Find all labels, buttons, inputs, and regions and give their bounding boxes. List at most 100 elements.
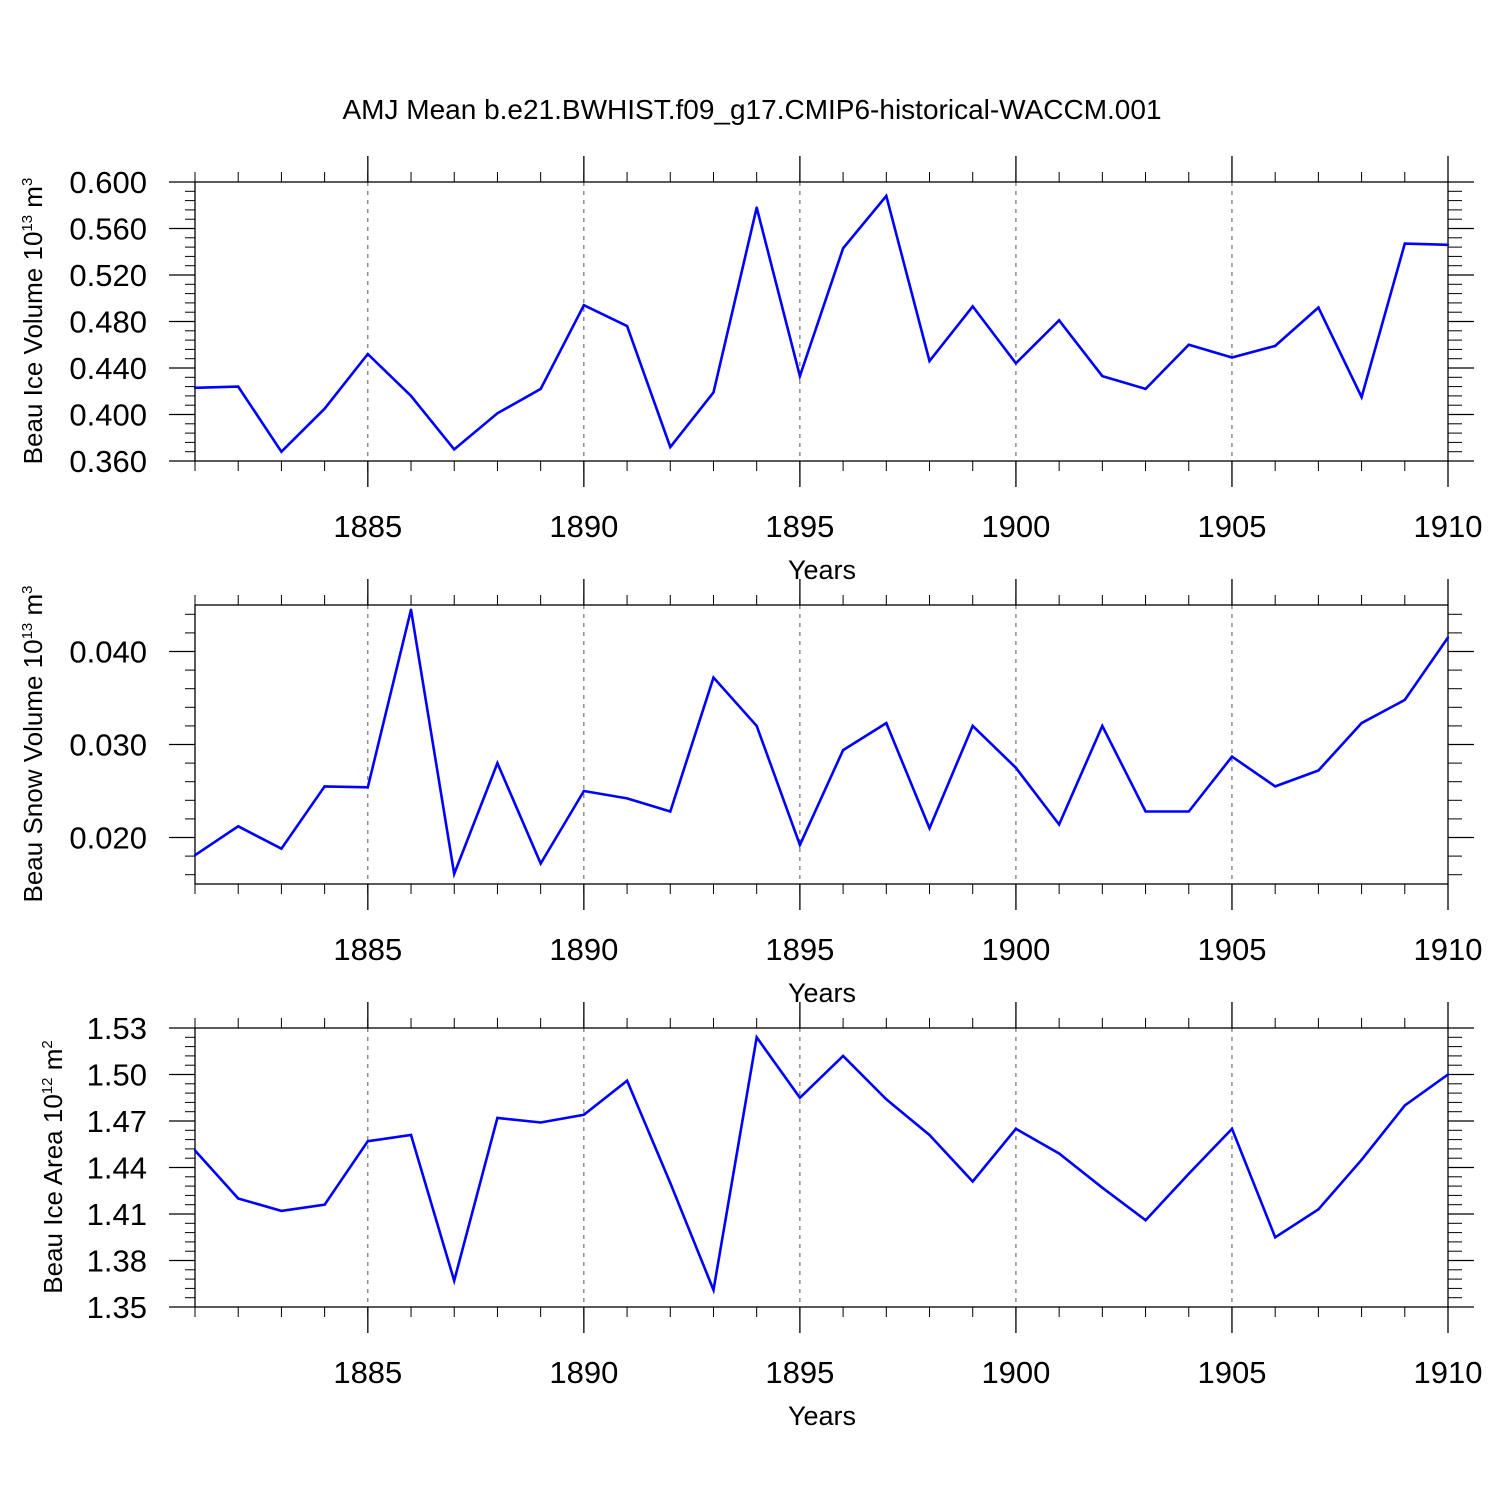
ice-volume-data-point [755,206,758,209]
snow-volume-xtick-label: 1905 [1197,932,1266,967]
ice-area-ytick-label: 1.47 [87,1104,147,1139]
ice-volume-data-point [453,448,456,451]
ice-area-ytick-label: 1.53 [87,1011,147,1046]
ice-area-data-point [1317,1208,1320,1211]
snow-volume-series-line [194,609,1450,879]
ice-area-ytick-label: 1.50 [87,1058,147,1093]
ice-volume-data-point [1187,343,1190,346]
ice-area-xtick-label: 1905 [1197,1355,1266,1390]
ice-area-data-point [1014,1127,1018,1130]
snow-volume-data-point [1014,766,1018,769]
panel-ice-volume: 1885 1890 1895 1900 1905 1910 0.360 0.400 0.440 0… [18,156,1482,585]
ice-area-data-point [885,1098,888,1101]
ice-area-xlabel: Years [788,1401,856,1431]
ice-volume-ylabel: Beau Ice Volume 1013 m3 [18,178,48,465]
ice-volume-data-point [366,352,370,356]
ice-volume-data-point [496,412,499,415]
snow-volume-xtick-label: 1895 [765,932,834,967]
snow-volume-ytick-label: 0.040 [69,635,147,670]
snow-volume-data-point [366,786,370,789]
ice-area-data-point [1057,1152,1061,1155]
panel-snow-volume: 1885 1890 1895 1900 1905 19100.0200.0300.040 … [18,579,1482,1008]
ice-volume-ytick-label: 0.440 [69,351,147,386]
ice-volume-data-point [1360,395,1363,399]
ice-volume-data-point [885,194,888,198]
ice-volume-data-point [1057,319,1061,322]
snow-volume-data-point [539,862,542,865]
ice-volume-data-point [582,304,586,307]
snow-volume-data-point [1144,810,1147,813]
snow-volume-data-point [1446,636,1450,639]
ice-area-data-point [755,1036,758,1039]
snow-volume-ylabel: Beau Snow Volume 1013 m3 [18,586,48,903]
ice-area-data-point [1101,1186,1104,1189]
ice-area-series-line [194,1034,1449,1295]
ice-volume-xtick-label: 1905 [1197,509,1266,544]
snow-volume-data-point [582,789,586,793]
ice-volume-data-point [1230,356,1234,359]
ice-area-xtick-label: 1910 [1414,1355,1483,1390]
snow-volume-data-point [841,748,845,752]
ice-volume-xtick-label: 1895 [765,509,834,544]
snow-volume-xlabel: Years [788,978,856,1008]
snow-volume-data-point [1101,724,1104,728]
ice-volume-data-point [712,391,715,394]
ice-area-data-point [323,1203,326,1206]
ice-volume-data-point [625,324,629,328]
ice-volume-data-point [1144,387,1147,391]
ice-area-data-point [928,1133,931,1137]
ice-volume-data-point [323,407,326,410]
ice-area-data-point [1360,1158,1363,1161]
ice-area-data-point [539,1121,542,1124]
ice-area-data-point [1144,1219,1147,1222]
ice-volume-ytick-label: 0.600 [69,165,147,200]
snow-volume-xtick-label: 1900 [981,932,1050,967]
snow-volume-data-point [625,797,629,800]
ice-volume-data-point [539,387,542,391]
snow-volume-data-point [712,676,715,679]
ice-area-ylabel: Beau Ice Area 1012 m2 [38,1040,68,1293]
snow-volume-data-point [1273,785,1277,788]
snow-volume-data-point [1360,721,1363,725]
snow-volume-xtick-label: 1910 [1414,932,1483,967]
ice-volume-ytick-label: 0.360 [69,444,147,479]
ice-area-ytick-label: 1.44 [87,1151,147,1186]
ice-volume-data-point [841,247,845,250]
ice-area-data-point [409,1133,413,1137]
snow-volume-ytick-label: 0.030 [69,728,147,763]
snow-volume-ytick-label: 0.020 [69,821,147,856]
snow-volume-xtick-label: 1890 [549,932,618,967]
ice-area-ytick-label: 1.38 [87,1244,147,1279]
ice-volume-data-point [1317,306,1320,309]
ice-area-data-point [366,1139,370,1143]
ice-area-data-point [669,1181,672,1185]
ice-volume-data-point [669,445,672,449]
ice-area-data-point [712,1288,715,1292]
snow-volume-data-point [496,761,499,765]
ice-volume-data-point [1101,374,1104,378]
ice-volume-data-point [798,374,802,378]
ice-area-xtick-label: 1885 [333,1355,402,1390]
ice-volume-ytick-label: 0.520 [69,258,147,293]
snow-volume-data-point [669,810,672,813]
snow-volume-data-point [928,827,931,830]
figure-title: AMJ Mean b.e21.BWHIST.f09_g17.CMIP6-hist… [342,94,1161,125]
snow-volume-data-point [323,785,326,788]
snow-volume-frame [194,604,1449,885]
ice-volume-xtick-label: 1890 [549,509,618,544]
snow-volume-data-point [798,843,802,847]
snow-volume-data-point [971,724,974,728]
snow-volume-data-point [1403,698,1406,702]
ice-area-data-point [971,1180,974,1183]
ice-volume-xtick-label: 1900 [981,509,1050,544]
snow-volume-data-point [453,872,456,875]
snow-volume-data-point [409,608,413,611]
ice-area-frame [194,1027,1449,1308]
ice-area-data-point [798,1096,802,1099]
ice-area-xtick-label: 1890 [549,1355,618,1390]
snow-volume-xtick-label: 1885 [333,932,402,967]
ice-volume-frame [194,181,1449,462]
ice-area-data-point [582,1113,586,1117]
ice-volume-xtick-label: 1885 [333,509,402,544]
